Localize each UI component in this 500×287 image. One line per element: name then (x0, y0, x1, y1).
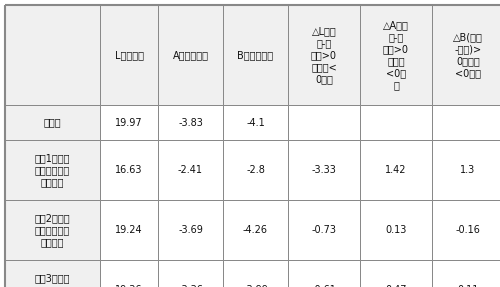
Bar (360, 5, 432, 105)
Text: -3.33: -3.33 (312, 165, 336, 175)
Bar (5, 200, 100, 260)
Text: 0.13: 0.13 (386, 225, 406, 235)
Bar (432, 200, 500, 260)
Bar (288, 200, 360, 260)
Bar (288, 105, 360, 140)
Text: 0.11: 0.11 (458, 285, 478, 287)
Bar (158, 105, 223, 140)
Bar (158, 200, 223, 260)
Bar (288, 5, 360, 105)
Text: -4.1: -4.1 (246, 117, 265, 127)
Bar (432, 105, 500, 140)
Text: -3.83: -3.83 (178, 117, 203, 127)
Bar (360, 200, 432, 260)
Bar (100, 5, 158, 105)
Bar (100, 140, 158, 200)
Text: B（黄、兰）: B（黄、兰） (238, 50, 274, 60)
Text: 19.36: 19.36 (115, 285, 143, 287)
Bar (360, 260, 432, 287)
Bar (5, 5, 100, 105)
Text: 样品2（先加
小分子，后加
高分子）: 样品2（先加 小分子，后加 高分子） (34, 213, 70, 247)
Bar (158, 5, 223, 105)
Text: △A（样
品-标
样）>0
偏红，
<0偏
绿: △A（样 品-标 样）>0 偏红， <0偏 绿 (383, 20, 409, 90)
Text: A（红、绿）: A（红、绿） (172, 50, 208, 60)
Text: -3.69: -3.69 (178, 225, 203, 235)
Text: L（深度）: L（深度） (114, 50, 144, 60)
Text: 标准样: 标准样 (44, 117, 62, 127)
Bar (432, 260, 500, 287)
Text: △L（样
品-标
样）>0
偏浅，<
0偏深: △L（样 品-标 样）>0 偏浅，< 0偏深 (311, 26, 337, 84)
Bar (432, 5, 500, 105)
Text: -0.61: -0.61 (312, 285, 336, 287)
Text: 0.47: 0.47 (385, 285, 407, 287)
Text: -2.8: -2.8 (246, 165, 265, 175)
Bar (158, 260, 223, 287)
Text: △B(样品
-标样)>
0偏黄，
<0偏绿: △B(样品 -标样)> 0偏黄， <0偏绿 (453, 32, 483, 78)
Bar (223, 260, 288, 287)
Bar (100, 105, 158, 140)
Bar (5, 105, 100, 140)
Bar (288, 260, 360, 287)
Text: -4.26: -4.26 (243, 225, 268, 235)
Bar (288, 140, 360, 200)
Text: -2.41: -2.41 (178, 165, 203, 175)
Bar (223, 140, 288, 200)
Text: 16.63: 16.63 (115, 165, 143, 175)
Text: 19.97: 19.97 (115, 117, 143, 127)
Bar (100, 200, 158, 260)
Text: 样品3（小分
子和高分子
一起加）: 样品3（小分 子和高分子 一起加） (35, 273, 70, 287)
Text: 样品1（先加
高分子，后加
小分子）: 样品1（先加 高分子，后加 小分子） (35, 153, 70, 187)
Bar (432, 140, 500, 200)
Text: 1.42: 1.42 (385, 165, 407, 175)
Text: -3.36: -3.36 (178, 285, 203, 287)
Bar (158, 140, 223, 200)
Text: -3.99: -3.99 (243, 285, 268, 287)
Bar (360, 140, 432, 200)
Bar (223, 105, 288, 140)
Bar (360, 105, 432, 140)
Bar (5, 140, 100, 200)
Text: 1.3: 1.3 (460, 165, 475, 175)
Bar (100, 260, 158, 287)
Text: -0.73: -0.73 (312, 225, 336, 235)
Text: 19.24: 19.24 (115, 225, 143, 235)
Bar (223, 5, 288, 105)
Bar (223, 200, 288, 260)
Text: -0.16: -0.16 (456, 225, 480, 235)
Bar (5, 260, 100, 287)
